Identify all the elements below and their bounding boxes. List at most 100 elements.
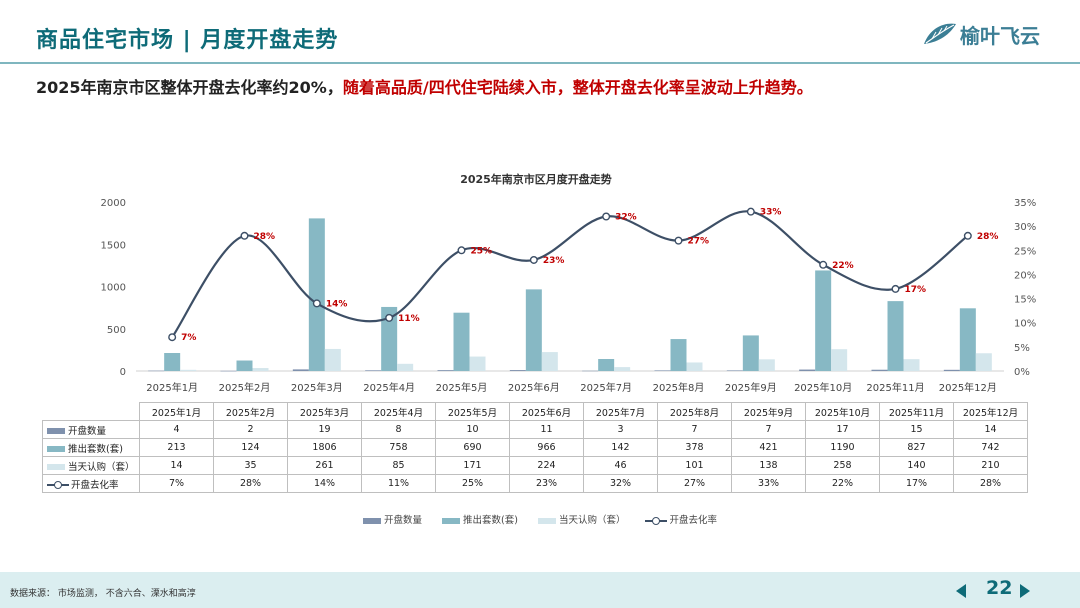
rate-point [746,207,755,216]
table-column-header: 2025年3月 [287,402,362,421]
x-tick-label: 2025年12月 [939,381,997,394]
row-label-text: 开盘数量 [68,425,107,437]
rate-point [602,212,611,221]
rate-data-label: 28% [977,232,999,242]
table-cell: 28% [213,474,288,493]
table-cell: 7% [139,474,214,493]
table-cell: 3 [583,420,658,439]
legend-swatch [47,428,65,434]
prev-page-icon[interactable] [956,584,966,598]
subscribed-bar [903,359,920,371]
legend-swatch [537,517,556,524]
rate-data-label: 25% [471,246,493,256]
open-count-bar [799,369,816,371]
open-count-bar [148,370,165,372]
table-cell: 261 [287,456,362,475]
table-cell: 1190 [805,438,880,457]
subscribed-bar [686,362,703,371]
rate-data-label: 28% [254,232,276,242]
legend-swatch [47,446,65,452]
table-cell: 140 [879,456,954,475]
row-label-text: 当天认购（套） [68,461,135,473]
table-cell: 2 [213,420,288,439]
supply-bar [308,218,325,371]
table-cell: 758 [361,438,436,457]
supply-bar [164,353,181,371]
data-source: 数据来源： 市场监测， 不含六合、溧水和高淳 [10,589,196,599]
table-cell: 742 [953,438,1028,457]
legend-swatch [645,516,668,525]
table-cell: 1806 [287,438,362,457]
table-column-header: 2025年4月 [361,402,436,421]
table-cell: 7 [731,420,806,439]
x-tick-label: 2025年4月 [363,381,415,394]
table-cell: 14% [287,474,362,493]
chart-legend: 开盘数量 推出套数(套) 当天认购（套） 开盘去化率 [0,512,1080,526]
rate-point [891,284,900,293]
table-cell: 14 [953,420,1028,439]
supply-bar [742,335,759,371]
table-cell: 11 [509,420,584,439]
x-tick-label: 2025年7月 [580,381,632,394]
headline: 2025年南京市区整体开盘去化率约20%，随着高品质/四代住宅陆续入市，整体开盘… [36,74,813,98]
rate-point [385,313,394,322]
supply-bar [381,306,398,371]
y-left-tick-label: 1000 [101,283,126,294]
subscribed-bar [180,369,197,371]
data-table: 2025年1月 2025年2月 2025年3月 2025年4月 2025年5月 2025年… [42,402,1028,493]
table-cell: 210 [953,456,1028,475]
subscribed-bar [324,348,341,371]
rate-data-label: 27% [688,237,710,247]
open-count-bar [871,369,888,371]
supply-bar [453,312,470,371]
table-column-header: 2025年10月 [805,402,880,421]
open-count-bar [365,370,382,371]
rate-point [312,299,321,308]
y-right-tick-label: 5% [1014,343,1030,354]
open-count-bar [943,369,960,371]
legend-label: 推出套数(套) [463,515,518,526]
y-right-tick-label: 10% [1014,319,1036,330]
x-tick-label: 2025年10月 [794,381,852,394]
supply-bar [815,270,832,371]
open-count-bar [437,370,454,371]
subscribed-bar [831,349,848,371]
table-row-label: 开盘数量 [42,420,140,439]
table-cell: 224 [509,456,584,475]
subscribed-bar [397,363,414,371]
rate-point [457,246,466,255]
supply-bar [525,289,542,371]
rate-data-label: 23% [543,256,565,266]
table-row: 开盘去化率 7% 28% 14% 11% 25% 23% 32% 27% 33% 22% 17% 28% [42,474,1028,493]
table-cell: 101 [657,456,732,475]
subscribed-bar [614,367,631,371]
row-label-text: 推出套数(套) [68,443,123,455]
y-left-tick-label: 1500 [101,240,126,251]
table-row-label: 当天认购（套） [42,456,140,475]
logo-text: 榆叶飞云 [960,24,1040,48]
table-column-header: 2025年5月 [435,402,510,421]
rate-point [674,236,683,245]
y-right-tick-label: 30% [1014,222,1036,233]
rate-point [240,231,249,240]
table-cell: 378 [657,438,732,457]
y-right-tick-label: 20% [1014,270,1036,281]
legend-item: 推出套数(套) [442,515,518,526]
x-tick-label: 2025年8月 [653,381,705,394]
table-cell: 7 [657,420,732,439]
rate-point [819,260,828,269]
table-cell: 8 [361,420,436,439]
table-cell: 4 [139,420,214,439]
table-cell: 142 [583,438,658,457]
next-page-icon[interactable] [1020,584,1030,598]
rate-data-label: 22% [832,261,854,271]
y-left-tick-label: 500 [107,325,126,336]
supply-bar [670,339,687,371]
x-tick-label: 2025年5月 [436,381,488,394]
table-column-header: 2025年7月 [583,402,658,421]
rate-point [529,255,538,264]
open-count-bar [292,369,309,371]
open-count-bar [509,370,526,371]
legend-label: 开盘去化率 [669,515,717,526]
rate-data-label: 17% [905,285,927,295]
